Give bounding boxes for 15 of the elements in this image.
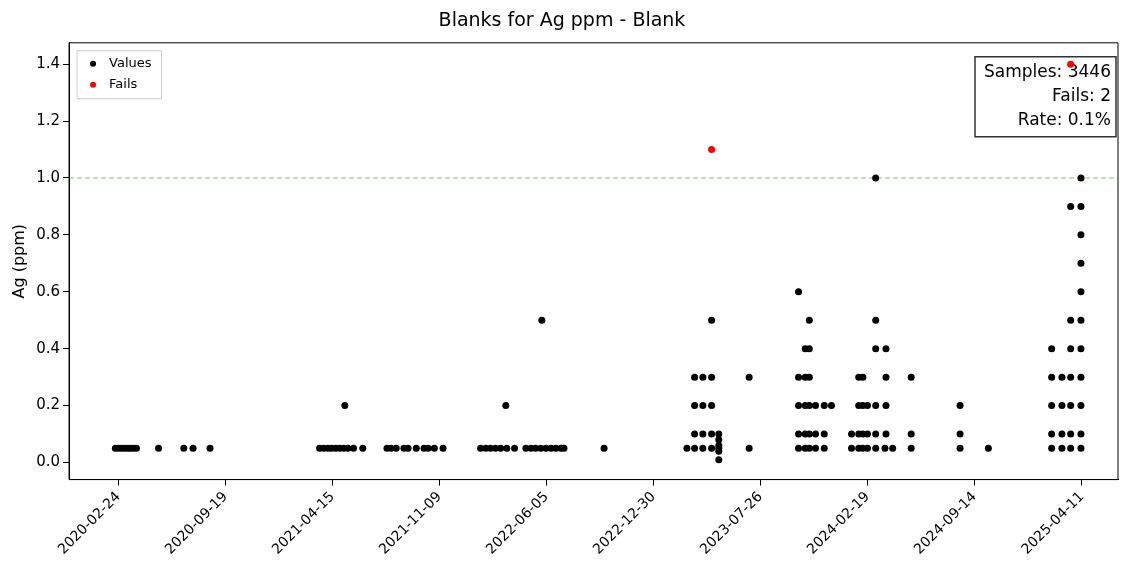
y-tick-label: 1.2 xyxy=(36,110,61,129)
y-axis-title: Ag (ppm) xyxy=(8,223,28,299)
annotation: Rate: 0.1% xyxy=(1017,109,1111,130)
y-tick-label: 0.8 xyxy=(36,224,61,243)
y-tick-label: 0.6 xyxy=(36,281,61,300)
legend-label: Fails xyxy=(109,76,138,92)
legend-label: Values xyxy=(109,55,152,71)
y-tick-label: 1.0 xyxy=(36,167,61,186)
y-tick-label: 0.4 xyxy=(36,338,61,357)
annotation: Fails: 2 xyxy=(1052,85,1111,106)
chart-title: Blanks for Ag ppm - Blank xyxy=(438,8,686,31)
annotation: Samples: 3446 xyxy=(984,61,1111,82)
y-tick-label: 1.4 xyxy=(36,54,61,73)
y-tick-label: 0.2 xyxy=(36,395,61,414)
y-tick-label: 0.0 xyxy=(36,452,61,471)
